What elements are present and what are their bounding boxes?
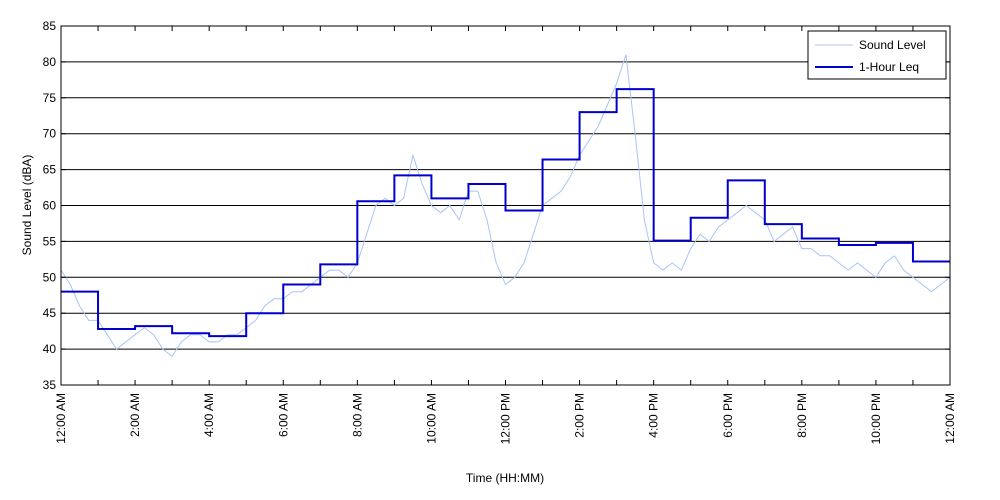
y-tick-label: 65 <box>43 163 57 177</box>
sound-level-line <box>60 54 951 358</box>
y-tick-label: 35 <box>43 378 57 392</box>
y-tick-label: 40 <box>43 342 57 356</box>
y-tick-label: 70 <box>43 127 57 141</box>
y-tick-label: 55 <box>43 234 57 248</box>
x-ticks: 12:00 AM 2:00 AM 4:00 AM 6:00 AM 8:00 AM 10:0… <box>54 26 957 444</box>
x-tick-label: 6:00 AM <box>276 393 290 437</box>
y-ticks: 35 40 45 50 55 60 65 70 75 80 85 <box>43 19 950 392</box>
x-tick-label: 4:00 PM <box>647 393 661 438</box>
x-tick-label: 2:00 AM <box>128 393 142 437</box>
x-tick-label: 10:00 PM <box>869 393 883 444</box>
y-tick-label: 60 <box>43 199 57 213</box>
y-axis-title: Sound Level (dBA) <box>20 155 34 256</box>
legend-label-sound-level: Sound Level <box>859 38 926 52</box>
x-tick-label: 12:00 AM <box>54 393 68 444</box>
y-tick-label: 80 <box>43 55 57 69</box>
x-tick-label: 10:00 AM <box>424 393 438 444</box>
x-tick-label: 4:00 AM <box>202 393 216 437</box>
y-tick-label: 50 <box>43 270 57 284</box>
legend-box <box>807 30 947 80</box>
legend: Sound Level 1-Hour Leq <box>807 30 947 80</box>
legend-label-leq: 1-Hour Leq <box>859 60 919 74</box>
sound-level-series <box>60 54 951 358</box>
x-tick-label: 12:00 PM <box>499 393 513 444</box>
y-tick-label: 45 <box>43 306 57 320</box>
y-tick-label: 85 <box>43 19 57 33</box>
y-tick-label: 75 <box>43 91 57 105</box>
leq-step-line <box>61 88 950 338</box>
leq-series <box>61 88 950 338</box>
x-tick-label: 12:00 AM <box>943 393 957 444</box>
x-tick-label: 6:00 PM <box>721 393 735 438</box>
x-axis-title: Time (HH:MM) <box>466 471 544 485</box>
x-tick-label: 2:00 PM <box>573 393 587 438</box>
x-tick-label: 8:00 PM <box>795 393 809 438</box>
x-tick-label: 8:00 AM <box>350 393 364 437</box>
